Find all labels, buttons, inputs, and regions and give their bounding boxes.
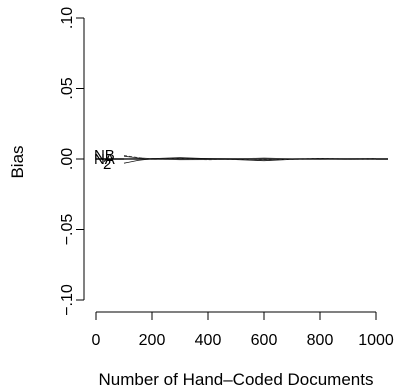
x-tick-label: 800 <box>307 332 334 349</box>
y-tick-label: .10 <box>59 7 76 29</box>
x-tick-label: 400 <box>195 332 222 349</box>
y-tick-label: −.05 <box>59 214 76 246</box>
series-label-NB: NB <box>94 147 115 164</box>
x-axis-title: Number of Hand–Coded Documents <box>99 370 374 388</box>
x-tick-label: 1000 <box>358 332 394 349</box>
x-tick-label: 200 <box>139 332 166 349</box>
y-axis-title: Bias <box>8 145 27 178</box>
axes: −.10 −.05 .00 .05 .10 0 200 400 600 800 1000 <box>59 7 394 349</box>
x-tick-label: 600 <box>251 332 278 349</box>
y-tick-label: .05 <box>59 77 76 99</box>
series-lines <box>123 155 377 164</box>
series-label-NA: NA <box>94 151 115 168</box>
y-tick-label: .00 <box>59 148 76 170</box>
series-label-2: 2 <box>103 156 111 173</box>
series-line-dash <box>123 155 377 161</box>
x-tick-label: 0 <box>92 332 101 349</box>
y-tick-label: −.10 <box>59 284 76 316</box>
